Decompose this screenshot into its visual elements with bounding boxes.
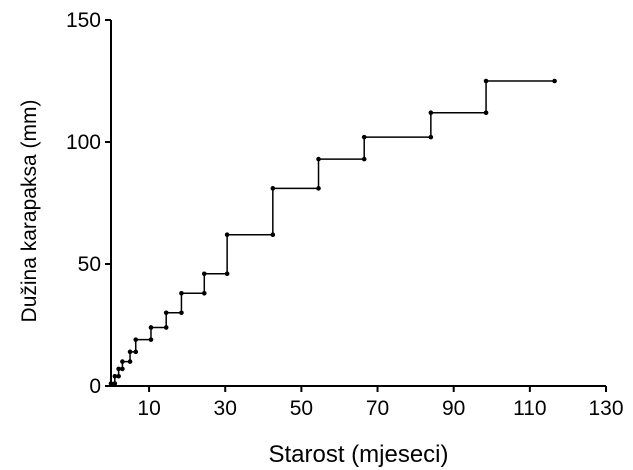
data-point [552,78,557,84]
data-point [316,186,321,191]
y-tick-label: 150 [66,9,101,32]
x-tick-label: 70 [366,397,389,420]
data-point [201,271,207,277]
y-tick-label: 0 [89,375,101,398]
axis-titles: Starost (mjeseci) Dužina karapaksa (mm) [18,100,449,468]
data-point [127,359,133,364]
data-point [163,325,169,330]
data-point [133,337,139,342]
data-point [483,110,489,116]
data-point [270,232,276,238]
data-point [201,290,207,296]
data-point [224,271,230,277]
x-tick-label: 10 [137,397,160,420]
data-point [179,290,184,296]
x-tick-label: 50 [290,397,313,420]
data-point [163,310,169,316]
data-point [270,186,276,191]
x-tick-label: 90 [442,397,465,420]
data-point [112,381,118,386]
series [108,78,557,386]
y-tick-label: 100 [66,131,101,154]
data-point [116,373,121,379]
data-point [148,325,154,330]
series-line [111,80,555,385]
data-point [224,232,230,238]
data-point [127,349,133,355]
data-point [316,156,321,162]
x-tick-label: 30 [214,397,237,420]
x-axis-title: Starost (mjeseci) [268,441,448,468]
data-point [483,78,489,84]
y-tick-label: 50 [78,253,101,276]
data-point [133,349,139,355]
x-tick-label: 110 [513,397,546,420]
data-point [428,110,434,116]
data-point [148,337,154,342]
data-point [112,373,118,379]
data-point [361,134,367,140]
data-point [108,381,114,386]
data-point [120,359,125,364]
data-point [179,310,184,316]
data-point [361,156,367,162]
x-tick-label: 130 [588,397,623,420]
data-point [120,366,125,372]
ticks: 0 50 100 150 10 30 50 70 90 110 130 [66,9,624,420]
data-point [428,134,434,140]
axes [110,20,606,387]
y-axis-title: Dužina karapaksa (mm) [18,100,41,323]
data-point [116,366,121,372]
